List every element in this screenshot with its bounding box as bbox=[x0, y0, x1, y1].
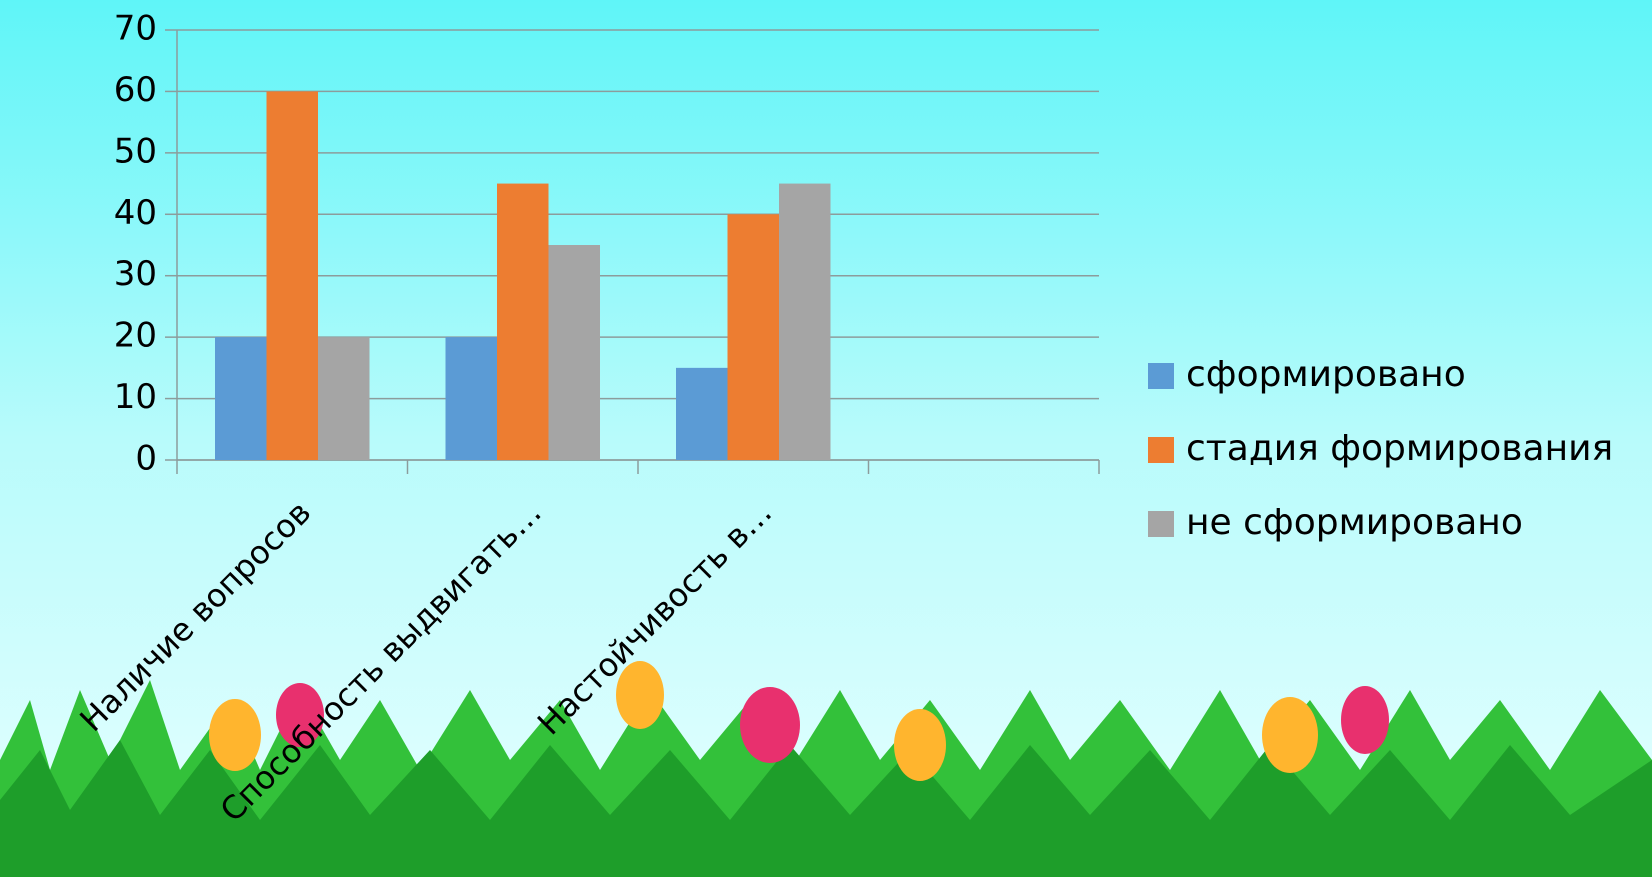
y-tick-label: 70 bbox=[114, 9, 157, 49]
y-tick-label: 0 bbox=[135, 439, 157, 479]
bar bbox=[445, 337, 497, 460]
legend-label: стадия формирования bbox=[1186, 428, 1613, 469]
y-tick-label: 20 bbox=[114, 316, 157, 356]
bar bbox=[318, 337, 370, 460]
y-tick-label: 30 bbox=[114, 254, 157, 294]
legend-swatch bbox=[1148, 437, 1174, 463]
y-tick-label: 60 bbox=[114, 70, 157, 110]
bar bbox=[266, 91, 318, 460]
bar bbox=[215, 337, 267, 460]
legend-label: сформировано bbox=[1186, 354, 1466, 395]
y-tick-label: 40 bbox=[114, 193, 157, 233]
bar bbox=[779, 183, 831, 461]
legend-swatch bbox=[1148, 511, 1174, 537]
bar bbox=[497, 183, 549, 461]
legend-swatch bbox=[1148, 363, 1174, 389]
bar bbox=[548, 245, 600, 460]
grass bbox=[0, 661, 1652, 877]
y-tick-label: 50 bbox=[114, 131, 157, 171]
bar bbox=[727, 214, 779, 460]
y-tick-label: 10 bbox=[114, 377, 157, 417]
bar bbox=[676, 367, 728, 460]
legend-label: не сформировано bbox=[1186, 502, 1523, 543]
